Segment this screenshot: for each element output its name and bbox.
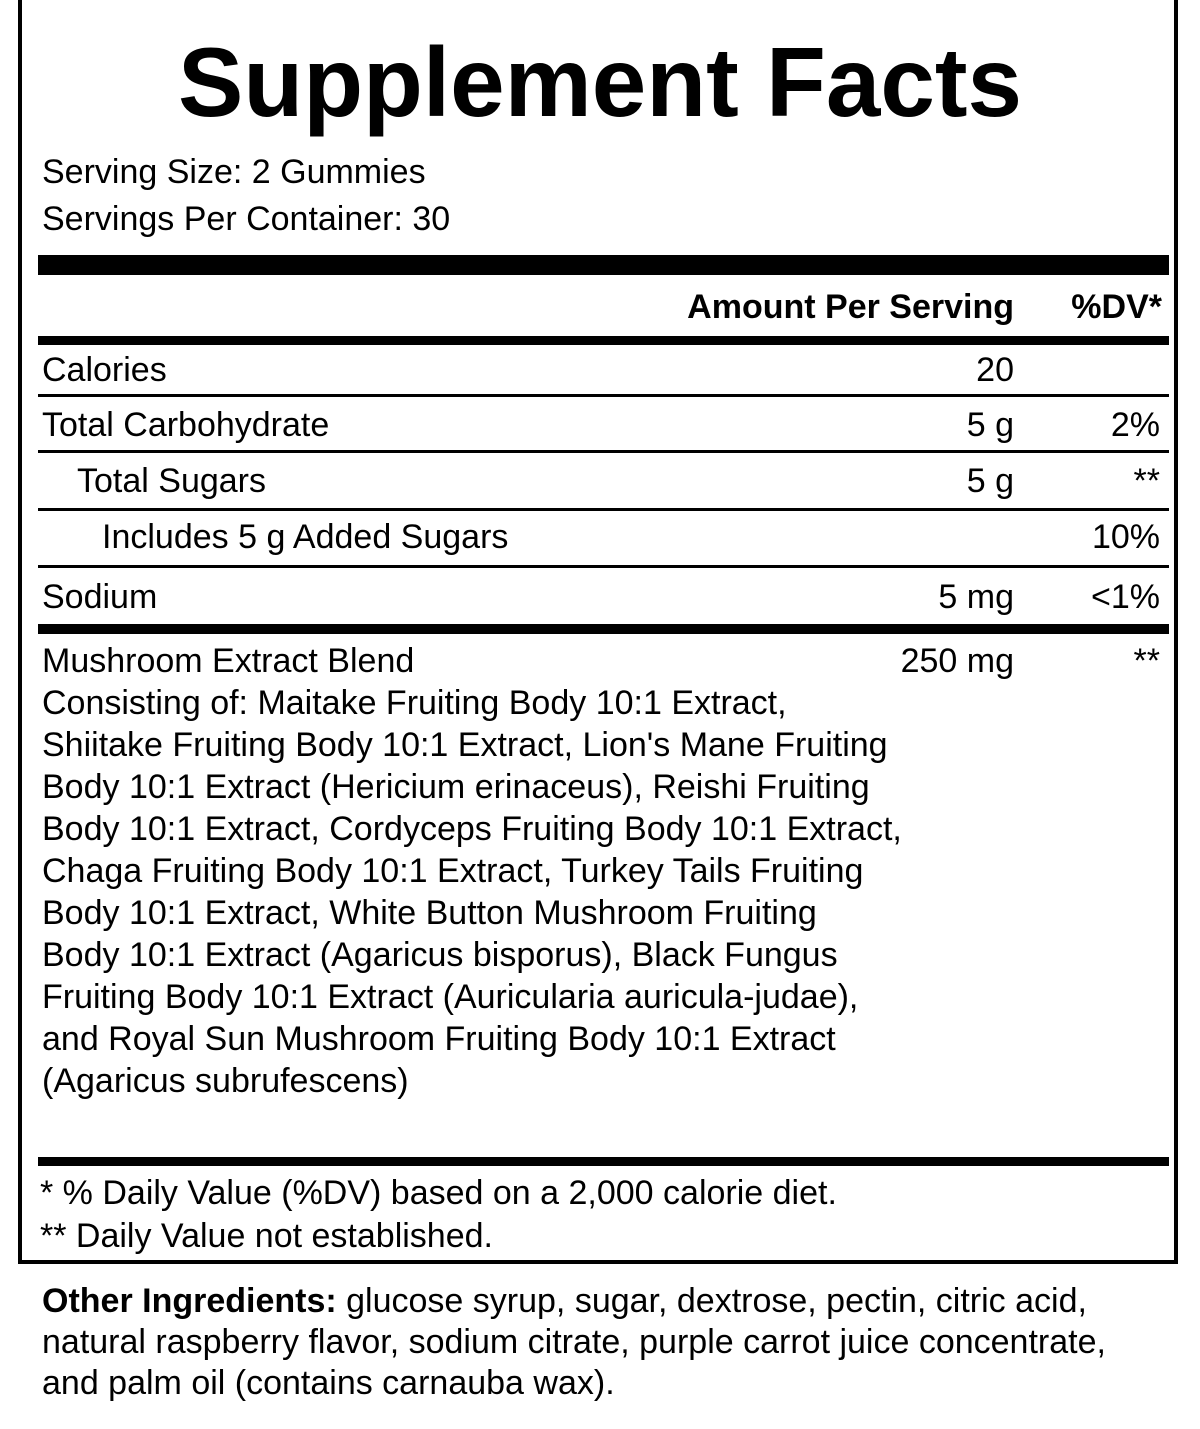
- servings-per-container: Servings Per Container: 30: [42, 200, 451, 238]
- blend-block: Mushroom Extract Blend Consisting of: Ma…: [42, 640, 902, 1102]
- row-sugars-amount: 5 g: [966, 462, 1014, 500]
- row-sodium-amount: 5 mg: [938, 578, 1014, 616]
- row-sugars-dv: **: [1133, 462, 1160, 500]
- other-ingredients-label: Other Ingredients:: [42, 1282, 337, 1320]
- blend-dv: **: [1133, 642, 1160, 680]
- row-sugars-name: Total Sugars: [77, 462, 266, 500]
- panel-title: Supplement Facts: [177, 27, 1023, 137]
- other-ingredients-text: glucose syrup, sugar, dextrose, pectin, …: [42, 1282, 1106, 1402]
- blend-description: Consisting of: Maitake Fruiting Body 10:…: [42, 684, 902, 1100]
- dv-header: %DV*: [1071, 288, 1162, 326]
- row-carb-name: Total Carbohydrate: [42, 406, 330, 444]
- row-carb-amount: 5 g: [966, 406, 1014, 444]
- divider: [38, 450, 1169, 453]
- footnote-dv: * % Daily Value (%DV) based on a 2,000 c…: [40, 1174, 837, 1212]
- divider: [38, 565, 1169, 568]
- other-ingredients: Other Ingredients: glucose syrup, sugar,…: [42, 1281, 1162, 1404]
- blend-amount: 250 mg: [900, 642, 1014, 680]
- row-added-sugars-dv: 10%: [1091, 518, 1160, 556]
- serving-size: Serving Size: 2 Gummies: [42, 153, 426, 191]
- divider: [38, 394, 1169, 397]
- medium-divider: [38, 1157, 1169, 1166]
- row-carb-dv: 2%: [1110, 406, 1160, 444]
- divider: [38, 508, 1169, 511]
- amount-per-serving-header: Amount Per Serving: [687, 288, 1014, 326]
- row-calories-amount: 20: [976, 351, 1014, 389]
- thick-divider: [38, 255, 1169, 275]
- medium-divider: [38, 336, 1169, 345]
- supplement-facts-panel: [18, 0, 1178, 1264]
- row-sodium-name: Sodium: [42, 578, 158, 616]
- row-sodium-dv: <1%: [1091, 578, 1160, 616]
- blend-name: Mushroom Extract Blend: [42, 642, 415, 680]
- footnote-not-established: ** Daily Value not established.: [40, 1217, 493, 1255]
- row-calories-name: Calories: [42, 351, 167, 389]
- medium-divider: [38, 624, 1169, 634]
- row-added-sugars-name: Includes 5 g Added Sugars: [102, 518, 509, 556]
